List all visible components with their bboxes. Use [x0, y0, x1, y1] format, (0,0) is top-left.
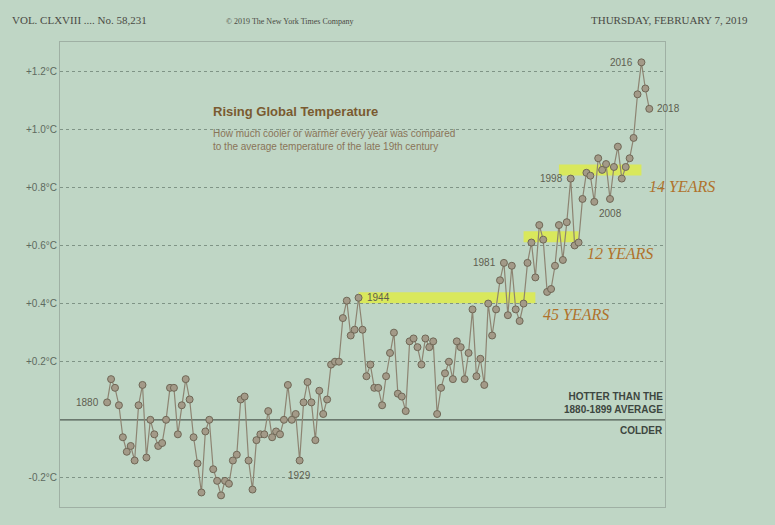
- svg-text:+0.6°C: +0.6°C: [26, 240, 57, 251]
- svg-text:1981: 1981: [473, 257, 496, 268]
- svg-text:12 YEARS: 12 YEARS: [587, 245, 653, 262]
- svg-text:2016: 2016: [610, 57, 633, 68]
- svg-text:+1.2°C: +1.2°C: [26, 66, 57, 77]
- svg-text:How much cooler or warmer ever: How much cooler or warmer every year was…: [213, 128, 455, 152]
- svg-text:1998: 1998: [540, 173, 563, 184]
- svg-text:COLDER: COLDER: [620, 425, 663, 436]
- svg-text:1944: 1944: [367, 292, 390, 303]
- svg-text:THURSDAY, FEBRUARY 7, 2019: THURSDAY, FEBRUARY 7, 2019: [591, 14, 748, 26]
- svg-text:14 YEARS: 14 YEARS: [649, 178, 715, 195]
- svg-text:+0.8°C: +0.8°C: [26, 182, 57, 193]
- svg-text:2018: 2018: [657, 103, 680, 114]
- svg-text:45 YEARS: 45 YEARS: [543, 306, 609, 323]
- svg-text:+0.4°C: +0.4°C: [26, 298, 57, 309]
- svg-text:+1.0°C: +1.0°C: [26, 124, 57, 135]
- svg-text:1929: 1929: [288, 470, 311, 481]
- svg-text:Rising Global Temperature: Rising Global Temperature: [213, 104, 378, 119]
- svg-text:VOL. CLXVIII .... No. 58,231: VOL. CLXVIII .... No. 58,231: [12, 14, 147, 26]
- svg-text:1880: 1880: [76, 397, 99, 408]
- svg-text:© 2019 The New York Times Comp: © 2019 The New York Times Company: [226, 17, 354, 26]
- svg-text:-0.2°C: -0.2°C: [29, 472, 57, 483]
- svg-text:2008: 2008: [599, 208, 622, 219]
- svg-text:HOTTER THAN THE1880-1899 AVERA: HOTTER THAN THE1880-1899 AVERAGE: [564, 391, 663, 415]
- svg-text:+0.2°C: +0.2°C: [26, 356, 57, 367]
